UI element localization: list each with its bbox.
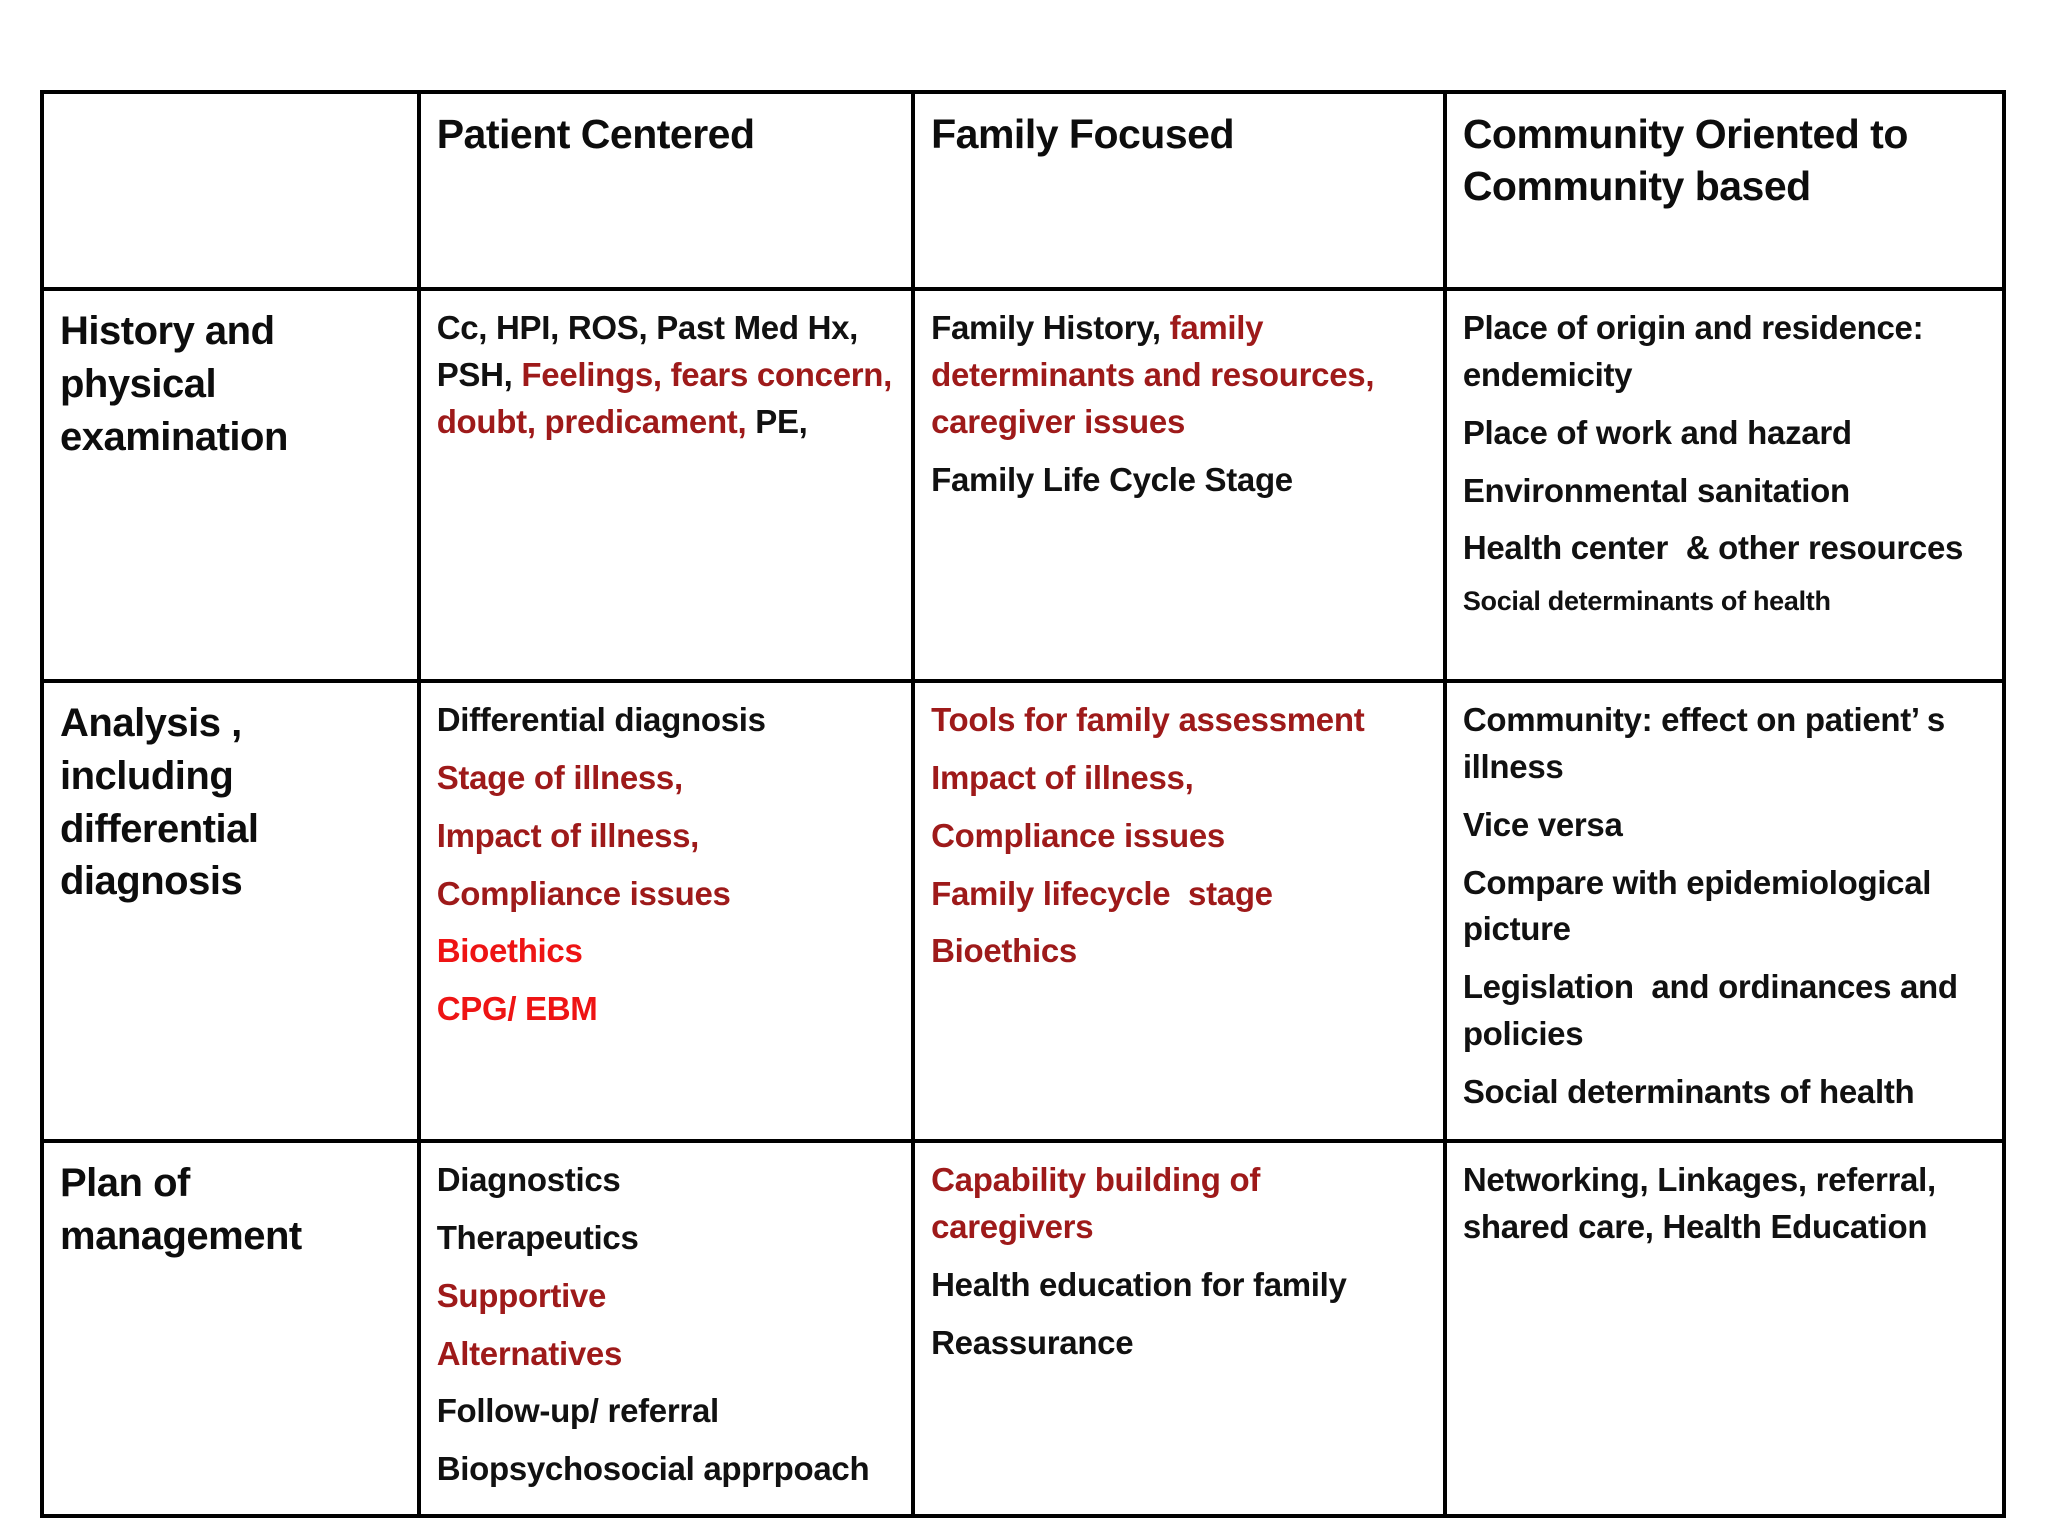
header-corner-cell <box>40 90 421 291</box>
cell-paragraph: Health center & other resources <box>1463 525 1986 572</box>
cell-paragraph: Compare with epidemiological picture <box>1463 860 1986 954</box>
cell-history-family-focused: Family History, family determinants and … <box>911 287 1447 683</box>
cell-paragraph: Supportive <box>437 1273 895 1320</box>
text-span: Impact of illness, <box>436 816 700 854</box>
text-span: Legislation and ordinances and policies <box>1462 968 1967 1053</box>
cell-paragraph: Bioethics <box>931 928 1427 975</box>
text-span: Environmental sanitation <box>1462 471 1850 509</box>
cell-paragraph: Follow-up/ referral <box>437 1388 895 1435</box>
cell-paragraph: Reassurance <box>931 1320 1427 1367</box>
text-span: Vice versa <box>1462 805 1623 843</box>
text-span: Stage of illness, <box>436 758 683 796</box>
text-span: Place of origin and residence: endemicit… <box>1462 309 1933 393</box>
row-label-plan: Plan of management <box>40 1138 421 1519</box>
text-span: Family Life Cycle Stage <box>931 460 1293 498</box>
cell-paragraph: Health education for family <box>931 1262 1427 1309</box>
text-span: Compliance issues <box>436 874 731 912</box>
text-span: Community: effect on patient’ s illness <box>1462 701 1954 785</box>
row-label-history: History and physical examination <box>40 287 421 683</box>
cell-paragraph: Compliance issues <box>931 813 1427 860</box>
text-span: family determinants and resources, careg… <box>931 309 1384 440</box>
cell-analysis-family-focused: Tools for family assessment Impact of ill… <box>911 679 1447 1143</box>
text-span: Social determinants of health <box>1462 1073 1915 1111</box>
text-span: Compare with epidemiological picture <box>1462 863 1941 948</box>
cell-paragraph: Place of origin and residence: endemicit… <box>1463 305 1986 399</box>
cell-paragraph: Stage of illness, <box>437 755 895 802</box>
cell-plan-family-focused: Capability building of caregivers Health … <box>911 1138 1447 1519</box>
cell-paragraph: Family Life Cycle Stage <box>931 457 1427 504</box>
text-span: Compliance issues <box>931 816 1225 854</box>
row-label-analysis: Analysis , including differential diagno… <box>40 679 421 1143</box>
cell-paragraph: Vice versa <box>1463 802 1986 849</box>
text-span: Biopsychosocial apprpoach <box>436 1450 870 1488</box>
cell-paragraph: Compliance issues <box>437 871 895 918</box>
row-history-physical-exam: History and physical examination Cc, HPI… <box>40 287 2007 683</box>
text-span: Networking, Linkages, referral, shared c… <box>1462 1161 1945 1245</box>
cell-paragraph: Impact of illness, <box>437 813 895 860</box>
text-span: Diagnostics <box>436 1161 621 1198</box>
cell-history-community-oriented: Place of origin and residence: endemicit… <box>1442 287 2007 683</box>
text-span: Feelings, fears concern, doubt, predicam… <box>436 355 901 440</box>
cell-paragraph: Community: effect on patient’ s illness <box>1463 697 1986 791</box>
cell-paragraph: Diagnostics <box>437 1157 895 1204</box>
cell-paragraph: Impact of illness, <box>931 755 1427 802</box>
cell-paragraph: Capability building of caregivers <box>931 1157 1427 1251</box>
cell-paragraph: Legislation and ordinances and policies <box>1463 964 1986 1058</box>
cell-paragraph: Environmental sanitation <box>1463 468 1986 515</box>
text-span: PE, <box>746 402 808 440</box>
cell-paragraph: Networking, Linkages, referral, shared c… <box>1463 1157 1986 1251</box>
cell-paragraph: Place of work and hazard <box>1463 410 1986 457</box>
text-span: Social determinants of health <box>1462 586 1831 617</box>
cell-paragraph: Biopsychosocial apprpoach <box>437 1446 895 1493</box>
text-span: Reassurance <box>931 1323 1134 1361</box>
text-span: Bioethics <box>931 932 1077 970</box>
cell-paragraph: Alternatives <box>437 1331 895 1378</box>
text-span: Family History, <box>931 309 1170 346</box>
text-span: Supportive <box>436 1276 607 1314</box>
cell-paragraph: Tools for family assessment <box>931 697 1427 744</box>
text-span: Impact of illness, <box>931 758 1194 796</box>
cell-paragraph: Differential diagnosis <box>437 697 895 744</box>
text-span: Follow-up/ referral <box>436 1392 719 1430</box>
competency-matrix-table: Patient Centered Family Focused Communit… <box>40 90 2007 1519</box>
text-span: Place of work and hazard <box>1462 413 1852 451</box>
cell-analysis-community-oriented: Community: effect on patient’ s illness V… <box>1442 679 2007 1143</box>
cell-paragraph: Social determinants of health <box>1463 1069 1986 1116</box>
cell-plan-patient-centered: Diagnostics Therapeutics Supportive Alterna… <box>416 1138 916 1519</box>
header-patient-centered: Patient Centered <box>416 90 916 291</box>
text-span: Tools for family assessment <box>931 701 1365 738</box>
row-plan-of-management: Plan of management Diagnostics Therapeuti… <box>40 1138 2007 1519</box>
text-span: Family lifecycle stage <box>931 874 1273 912</box>
cell-paragraph: Cc, HPI, ROS, Past Med Hx, PSH, Feelings… <box>437 305 895 446</box>
header-community-oriented: Community Oriented to Community based <box>1442 90 2007 291</box>
cell-paragraph: Therapeutics <box>437 1215 895 1262</box>
cell-paragraph: Family lifecycle stage <box>931 871 1427 918</box>
cell-paragraph: Family History, family determinants and … <box>931 305 1427 446</box>
header-row: Patient Centered Family Focused Communit… <box>40 90 2007 291</box>
cell-plan-community-oriented: Networking, Linkages, referral, shared c… <box>1442 1138 2007 1519</box>
text-span: Therapeutics <box>436 1218 639 1256</box>
cell-paragraph: CPG/ EBM <box>437 986 895 1033</box>
text-span: CPG/ EBM <box>436 990 598 1028</box>
cell-paragraph: Bioethics <box>437 928 895 975</box>
text-span: Differential diagnosis <box>436 701 766 738</box>
text-span: Alternatives <box>436 1334 623 1372</box>
text-span: Health education for family <box>931 1265 1347 1303</box>
row-analysis-diagnosis: Analysis , including differential diagno… <box>40 679 2007 1143</box>
text-span: Capability building of caregivers <box>931 1161 1269 1245</box>
cell-analysis-patient-centered: Differential diagnosis Stage of illness, I… <box>416 679 916 1143</box>
cell-history-patient-centered: Cc, HPI, ROS, Past Med Hx, PSH, Feelings… <box>416 287 916 683</box>
text-span: Cc, HPI, ROS, Past Med Hx, PSH, <box>436 309 867 393</box>
header-family-focused: Family Focused <box>911 90 1447 291</box>
text-span: Bioethics <box>436 932 583 970</box>
cell-paragraph: Social determinants of health <box>1463 583 1986 621</box>
text-span: Health center & other resources <box>1462 529 1964 567</box>
